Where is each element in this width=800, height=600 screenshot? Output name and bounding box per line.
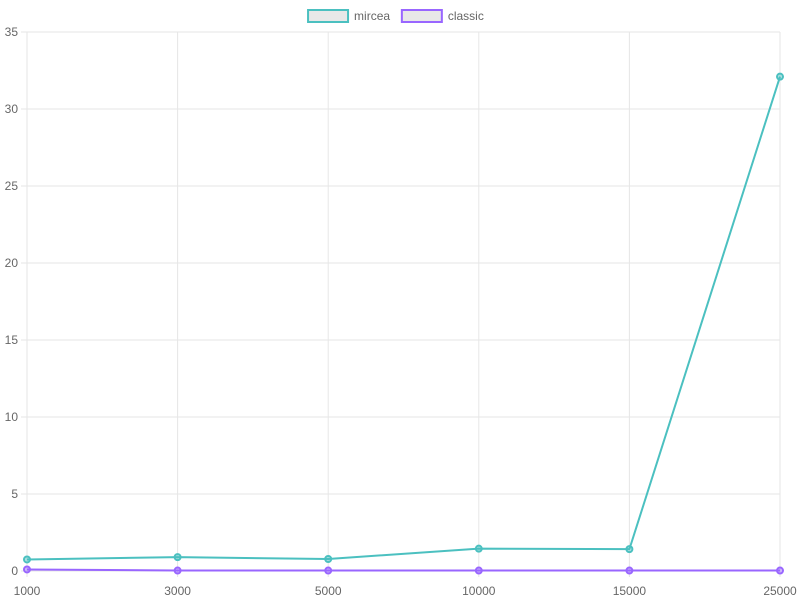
axis-labels: 0 5 10 15 20 25 30 35 1000 3000 5000 10000 15000 2500…	[5, 25, 797, 598]
x-tick-label: 3000	[164, 584, 191, 598]
mircea-point[interactable]	[173, 553, 182, 562]
series-classic	[23, 565, 784, 575]
mircea-point[interactable]	[625, 545, 634, 554]
classic-point[interactable]	[324, 566, 333, 575]
mircea-point[interactable]	[776, 72, 784, 81]
legend-swatch	[307, 9, 350, 23]
classic-point[interactable]	[625, 566, 634, 575]
legend-label: mircea	[354, 9, 390, 23]
series-layer	[23, 72, 784, 575]
x-tick-label: 15000	[613, 584, 647, 598]
classic-point[interactable]	[23, 565, 31, 574]
grid	[21, 31, 781, 577]
legend-swatch	[400, 9, 443, 23]
legend-label: classic	[448, 9, 484, 23]
x-tick-label: 5000	[315, 584, 342, 598]
x-tick-label: 10000	[462, 584, 496, 598]
mircea-point[interactable]	[324, 554, 333, 563]
y-tick-label: 0	[11, 564, 18, 578]
x-tick-label: 1000	[14, 584, 41, 598]
x-tick-label: 25000	[763, 584, 797, 598]
legend-item-classic[interactable]: classic	[400, 9, 484, 23]
classic-point[interactable]	[474, 566, 483, 575]
mircea-point[interactable]	[23, 555, 31, 564]
series-mircea	[23, 72, 784, 564]
y-tick-label: 35	[5, 25, 19, 39]
mircea-point[interactable]	[474, 544, 483, 553]
y-tick-label: 25	[5, 179, 19, 193]
y-tick-label: 20	[5, 256, 19, 270]
classic-point[interactable]	[173, 566, 182, 575]
classic-point[interactable]	[776, 566, 784, 575]
y-tick-label: 10	[5, 410, 19, 424]
legend[interactable]: mircea classic	[307, 9, 484, 23]
y-tick-label: 5	[11, 487, 18, 501]
y-tick-label: 30	[5, 102, 19, 116]
y-tick-label: 15	[5, 333, 19, 347]
classic-line	[26, 568, 780, 572]
mircea-line	[26, 76, 781, 561]
legend-item-mircea[interactable]: mircea	[307, 9, 390, 23]
